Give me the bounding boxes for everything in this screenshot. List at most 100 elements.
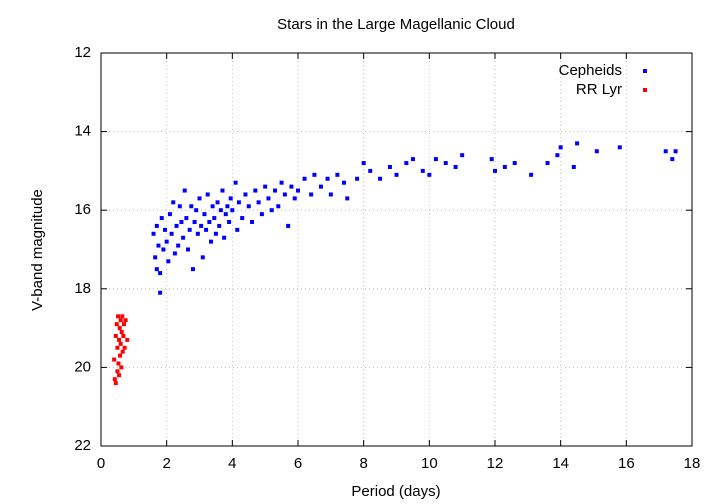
data-point: [594, 149, 599, 154]
data-point: [302, 176, 307, 181]
data-point: [116, 361, 121, 366]
x-tick-label: 14: [552, 455, 569, 472]
data-point: [345, 196, 350, 201]
data-point: [253, 188, 258, 193]
data-point: [204, 227, 209, 232]
legend-marker: [643, 69, 647, 73]
data-point: [228, 196, 233, 201]
data-point: [167, 212, 172, 217]
data-point: [151, 231, 156, 236]
data-point: [158, 271, 163, 276]
data-point: [420, 168, 425, 173]
data-point: [215, 200, 220, 205]
data-point: [286, 223, 291, 228]
data-point: [512, 161, 517, 166]
data-point: [179, 219, 184, 224]
data-point: [187, 227, 192, 232]
data-point: [115, 345, 120, 350]
data-point: [670, 157, 675, 162]
data-point: [118, 318, 123, 323]
legend-label: RR Lyr: [576, 81, 622, 98]
data-point: [121, 322, 126, 327]
data-point: [227, 219, 232, 224]
data-point: [118, 353, 123, 358]
data-point: [269, 208, 274, 213]
data-point: [116, 314, 121, 319]
data-point: [230, 208, 235, 213]
y-tick-label: 18: [74, 280, 91, 297]
data-point: [233, 180, 238, 185]
data-point: [335, 172, 340, 177]
data-point: [184, 216, 189, 221]
data-point: [433, 157, 438, 162]
data-point: [443, 161, 448, 166]
data-point: [195, 231, 200, 236]
data-point: [489, 157, 494, 162]
data-point: [189, 204, 194, 209]
data-point: [169, 231, 174, 236]
data-point: [318, 184, 323, 189]
x-tick-label: 6: [294, 455, 302, 472]
data-point: [212, 216, 217, 221]
data-point: [154, 267, 159, 272]
data-point: [246, 204, 251, 209]
data-point: [164, 239, 169, 244]
data-point: [453, 164, 458, 169]
data-point: [368, 168, 373, 173]
data-point: [325, 176, 330, 181]
y-tick-label: 12: [74, 44, 91, 61]
data-point: [663, 149, 668, 154]
data-point: [115, 369, 120, 374]
data-point: [202, 212, 207, 217]
data-point: [114, 322, 119, 327]
y-tick-label: 16: [74, 201, 91, 218]
data-point: [218, 208, 223, 213]
data-point: [355, 176, 360, 181]
data-point: [223, 212, 228, 217]
data-point: [250, 219, 255, 224]
data-point: [117, 337, 122, 342]
x-tick-label: 18: [684, 455, 701, 472]
data-point: [558, 145, 563, 150]
data-point: [166, 259, 171, 264]
x-tick-label: 10: [421, 455, 438, 472]
x-tick-label: 4: [228, 455, 236, 472]
data-point: [163, 227, 168, 232]
data-point: [174, 223, 179, 228]
data-point: [112, 377, 117, 382]
x-tick-label: 2: [162, 455, 170, 472]
data-point: [259, 212, 264, 217]
data-point: [197, 196, 202, 201]
data-point: [673, 149, 678, 154]
data-point: [222, 235, 227, 240]
data-point: [235, 227, 240, 232]
data-point: [220, 188, 225, 193]
x-tick-label: 8: [359, 455, 367, 472]
data-point: [387, 164, 392, 169]
data-point: [555, 153, 560, 158]
data-point: [529, 172, 534, 177]
data-point: [118, 341, 123, 346]
data-point: [341, 180, 346, 185]
data-point: [273, 188, 278, 193]
data-point: [171, 200, 176, 205]
data-point: [121, 333, 126, 338]
data-point: [113, 381, 118, 386]
data-point: [177, 204, 182, 209]
data-point: [328, 192, 333, 197]
y-tick-label: 20: [74, 358, 91, 375]
data-point: [199, 223, 204, 228]
data-point: [236, 200, 241, 205]
data-point: [410, 157, 415, 162]
data-point: [176, 243, 181, 248]
data-point: [243, 192, 248, 197]
data-point: [394, 172, 399, 177]
x-tick-label: 12: [487, 455, 504, 472]
data-point: [617, 145, 622, 150]
data-point: [378, 176, 383, 181]
data-point: [153, 255, 158, 260]
data-point: [404, 161, 409, 166]
data-point: [172, 251, 177, 256]
data-point: [266, 196, 271, 201]
